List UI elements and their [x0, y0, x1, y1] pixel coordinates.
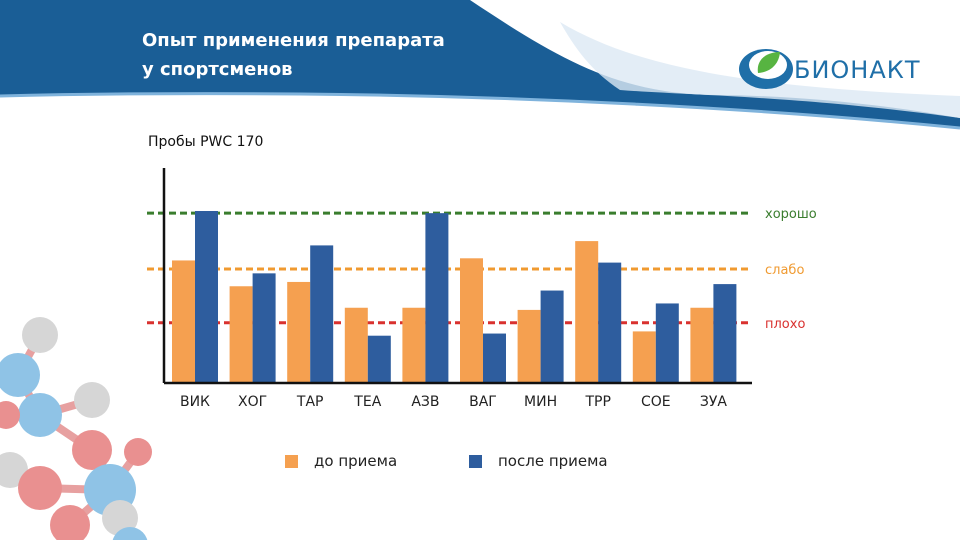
header-light-curve [0, 92, 960, 130]
bar-before-9 [690, 307, 714, 383]
chart-subtitle: Пробы PWC 170 [148, 134, 264, 150]
bar-after-0 [195, 211, 218, 383]
x-tick-label-8: СОЕ [641, 394, 671, 410]
logo-text: БИОНАКТ [794, 56, 921, 84]
bar-before-5 [460, 258, 483, 383]
bar-after-3 [367, 335, 391, 383]
x-tick-label-6: МИН [524, 394, 557, 410]
bar-after-5 [483, 333, 506, 383]
bar-after-9 [713, 284, 737, 383]
bar-before-7 [575, 241, 599, 383]
bar-before-3 [344, 307, 368, 383]
x-tick-label-1: ХОГ [238, 394, 267, 410]
bar-after-1 [252, 273, 276, 383]
bar-before-4 [402, 307, 426, 383]
header-white-wave-shade [560, 22, 960, 118]
x-tick-labels: ВИК ХОГ ТАР ТЕА АЗВ ВАГ МИН ТРР СОЕ ЗУА [180, 394, 727, 410]
legend-swatch-before [285, 454, 298, 468]
bar-before-2 [287, 281, 311, 383]
legend-label-after: после приема [498, 452, 608, 470]
axes [162, 168, 752, 385]
x-tick-label-4: АЗВ [411, 394, 439, 410]
legend-item-after: после приема [469, 452, 608, 470]
bar-after-7 [598, 262, 622, 383]
slide-title: Опыт применения препарата у спортсменов [142, 30, 445, 80]
bar-before-8 [632, 331, 656, 383]
reference-label-0: хорошо [765, 207, 817, 222]
reference-label-1: слабо [765, 263, 804, 278]
bar-after-8 [655, 303, 679, 383]
header-white-wave [470, 0, 960, 118]
legend-label-before: до приема [314, 452, 398, 470]
bar-before-1 [229, 286, 253, 383]
legend-item-before: до приема [285, 452, 397, 470]
bars [172, 211, 737, 383]
reference-label-2: плохо [765, 317, 805, 332]
x-tick-label-5: ВАГ [469, 394, 497, 410]
bar-after-2 [310, 245, 334, 383]
leaf-drop-icon [739, 49, 793, 89]
x-tick-label-3: ТЕА [353, 394, 381, 410]
molecule-atoms [0, 317, 152, 540]
x-tick-label-9: ЗУА [700, 394, 728, 410]
bar-before-0 [172, 260, 195, 383]
x-tick-label-0: ВИК [180, 394, 210, 410]
x-tick-label-2: ТАР [296, 394, 324, 410]
x-tick-label-7: ТРР [584, 394, 610, 410]
legend-swatch-after [469, 454, 482, 468]
bar-after-6 [540, 290, 564, 383]
bar-before-6 [517, 309, 541, 383]
bar-after-4 [425, 213, 449, 383]
